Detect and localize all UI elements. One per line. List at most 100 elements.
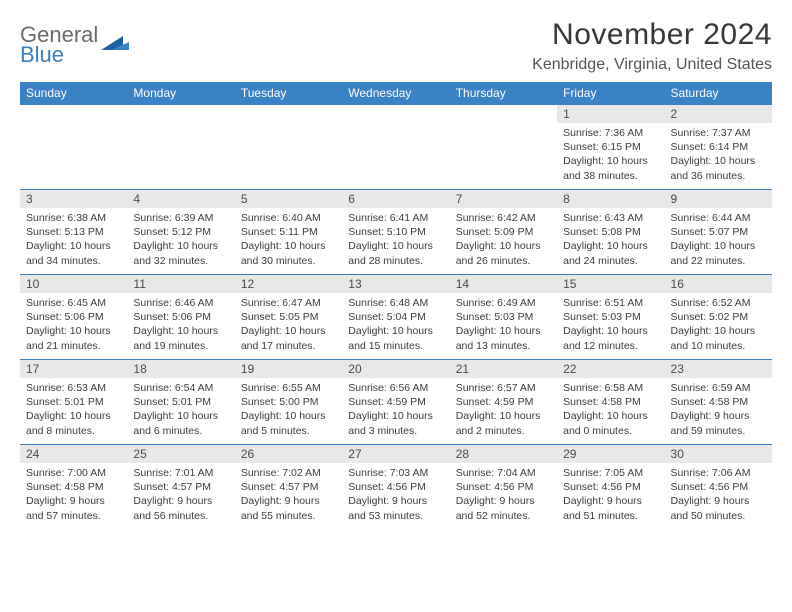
day-data: Sunrise: 7:00 AMSunset: 4:58 PMDaylight:…: [20, 463, 127, 529]
daylight1-text: Daylight: 10 hours: [26, 409, 121, 423]
sunset-text: Sunset: 4:57 PM: [241, 480, 336, 494]
sunset-text: Sunset: 4:58 PM: [671, 395, 766, 409]
day-cell: 23Sunrise: 6:59 AMSunset: 4:58 PMDayligh…: [665, 359, 772, 444]
daylight2-text: and 8 minutes.: [26, 424, 121, 438]
day-data: Sunrise: 6:54 AMSunset: 5:01 PMDaylight:…: [127, 378, 234, 444]
daylight1-text: Daylight: 10 hours: [133, 324, 228, 338]
sunset-text: Sunset: 4:56 PM: [671, 480, 766, 494]
sunrise-text: Sunrise: 6:59 AM: [671, 381, 766, 395]
daylight1-text: Daylight: 10 hours: [348, 409, 443, 423]
day-data: Sunrise: 6:42 AMSunset: 5:09 PMDaylight:…: [450, 208, 557, 274]
daylight1-text: Daylight: 9 hours: [26, 494, 121, 508]
day-number: 13: [342, 275, 449, 293]
daylight1-text: Daylight: 10 hours: [563, 409, 658, 423]
day-data: Sunrise: 6:56 AMSunset: 4:59 PMDaylight:…: [342, 378, 449, 444]
day-number: 9: [665, 190, 772, 208]
sunset-text: Sunset: 4:56 PM: [563, 480, 658, 494]
daylight1-text: Daylight: 10 hours: [563, 239, 658, 253]
day-number: 26: [235, 445, 342, 463]
daylight2-text: and 15 minutes.: [348, 339, 443, 353]
sunrise-text: Sunrise: 6:48 AM: [348, 296, 443, 310]
day-number: 30: [665, 445, 772, 463]
day-cell: 15Sunrise: 6:51 AMSunset: 5:03 PMDayligh…: [557, 274, 664, 359]
sunset-text: Sunset: 4:58 PM: [563, 395, 658, 409]
sunset-text: Sunset: 5:13 PM: [26, 225, 121, 239]
sunrise-text: Sunrise: 7:00 AM: [26, 466, 121, 480]
day-data: Sunrise: 6:59 AMSunset: 4:58 PMDaylight:…: [665, 378, 772, 444]
sunrise-text: Sunrise: 6:42 AM: [456, 211, 551, 225]
daylight1-text: Daylight: 10 hours: [241, 324, 336, 338]
daylight1-text: Daylight: 10 hours: [563, 324, 658, 338]
sunset-text: Sunset: 5:12 PM: [133, 225, 228, 239]
daylight1-text: Daylight: 9 hours: [348, 494, 443, 508]
day-cell: 9Sunrise: 6:44 AMSunset: 5:07 PMDaylight…: [665, 189, 772, 274]
sunset-text: Sunset: 5:08 PM: [563, 225, 658, 239]
daylight1-text: Daylight: 10 hours: [563, 154, 658, 168]
sunrise-text: Sunrise: 6:41 AM: [348, 211, 443, 225]
day-data: Sunrise: 6:58 AMSunset: 4:58 PMDaylight:…: [557, 378, 664, 444]
sunrise-text: Sunrise: 6:52 AM: [671, 296, 766, 310]
day-cell: 25Sunrise: 7:01 AMSunset: 4:57 PMDayligh…: [127, 444, 234, 529]
daylight2-text: and 17 minutes.: [241, 339, 336, 353]
daylight1-text: Daylight: 10 hours: [26, 239, 121, 253]
daylight2-text: and 3 minutes.: [348, 424, 443, 438]
day-cell: 6Sunrise: 6:41 AMSunset: 5:10 PMDaylight…: [342, 189, 449, 274]
sunset-text: Sunset: 5:01 PM: [133, 395, 228, 409]
day-data: Sunrise: 6:45 AMSunset: 5:06 PMDaylight:…: [20, 293, 127, 359]
day-number: 18: [127, 360, 234, 378]
sunrise-text: Sunrise: 6:49 AM: [456, 296, 551, 310]
daylight2-text: and 19 minutes.: [133, 339, 228, 353]
sunrise-text: Sunrise: 6:46 AM: [133, 296, 228, 310]
sunrise-text: Sunrise: 7:05 AM: [563, 466, 658, 480]
sunrise-text: Sunrise: 6:38 AM: [26, 211, 121, 225]
day-header: Friday: [557, 82, 664, 104]
logo-text: General Blue: [20, 24, 98, 66]
daylight1-text: Daylight: 10 hours: [671, 154, 766, 168]
day-number: 5: [235, 190, 342, 208]
location-text: Kenbridge, Virginia, United States: [532, 56, 772, 74]
day-number: 1: [557, 105, 664, 123]
calendar-table: Sunday Monday Tuesday Wednesday Thursday…: [20, 82, 772, 529]
day-data: Sunrise: 6:38 AMSunset: 5:13 PMDaylight:…: [20, 208, 127, 274]
daylight2-text: and 32 minutes.: [133, 254, 228, 268]
day-cell: [127, 104, 234, 189]
day-header: Tuesday: [235, 82, 342, 104]
day-cell: 17Sunrise: 6:53 AMSunset: 5:01 PMDayligh…: [20, 359, 127, 444]
sunrise-text: Sunrise: 6:47 AM: [241, 296, 336, 310]
day-number: 23: [665, 360, 772, 378]
daylight1-text: Daylight: 10 hours: [456, 239, 551, 253]
sunrise-text: Sunrise: 7:36 AM: [563, 126, 658, 140]
sunset-text: Sunset: 5:00 PM: [241, 395, 336, 409]
sunset-text: Sunset: 5:03 PM: [456, 310, 551, 324]
daylight2-text: and 12 minutes.: [563, 339, 658, 353]
daylight2-text: and 10 minutes.: [671, 339, 766, 353]
day-number: 19: [235, 360, 342, 378]
day-cell: 7Sunrise: 6:42 AMSunset: 5:09 PMDaylight…: [450, 189, 557, 274]
day-data: Sunrise: 7:37 AMSunset: 6:14 PMDaylight:…: [665, 123, 772, 189]
sunrise-text: Sunrise: 6:43 AM: [563, 211, 658, 225]
week-row: 3Sunrise: 6:38 AMSunset: 5:13 PMDaylight…: [20, 189, 772, 274]
daylight2-text: and 24 minutes.: [563, 254, 658, 268]
daylight2-text: and 51 minutes.: [563, 509, 658, 523]
sunset-text: Sunset: 4:59 PM: [348, 395, 443, 409]
day-cell: 28Sunrise: 7:04 AMSunset: 4:56 PMDayligh…: [450, 444, 557, 529]
sunset-text: Sunset: 5:06 PM: [26, 310, 121, 324]
day-cell: 19Sunrise: 6:55 AMSunset: 5:00 PMDayligh…: [235, 359, 342, 444]
day-data: Sunrise: 6:44 AMSunset: 5:07 PMDaylight:…: [665, 208, 772, 274]
day-data: Sunrise: 6:48 AMSunset: 5:04 PMDaylight:…: [342, 293, 449, 359]
sunrise-text: Sunrise: 6:55 AM: [241, 381, 336, 395]
daylight2-text: and 5 minutes.: [241, 424, 336, 438]
day-number: 3: [20, 190, 127, 208]
day-data: Sunrise: 7:06 AMSunset: 4:56 PMDaylight:…: [665, 463, 772, 529]
day-number: 12: [235, 275, 342, 293]
daylight2-text: and 30 minutes.: [241, 254, 336, 268]
sunset-text: Sunset: 4:59 PM: [456, 395, 551, 409]
sunset-text: Sunset: 5:03 PM: [563, 310, 658, 324]
day-number: 16: [665, 275, 772, 293]
daylight1-text: Daylight: 9 hours: [133, 494, 228, 508]
daylight1-text: Daylight: 10 hours: [671, 239, 766, 253]
day-cell: 20Sunrise: 6:56 AMSunset: 4:59 PMDayligh…: [342, 359, 449, 444]
sunset-text: Sunset: 6:15 PM: [563, 140, 658, 154]
day-number: 7: [450, 190, 557, 208]
daylight2-text: and 56 minutes.: [133, 509, 228, 523]
